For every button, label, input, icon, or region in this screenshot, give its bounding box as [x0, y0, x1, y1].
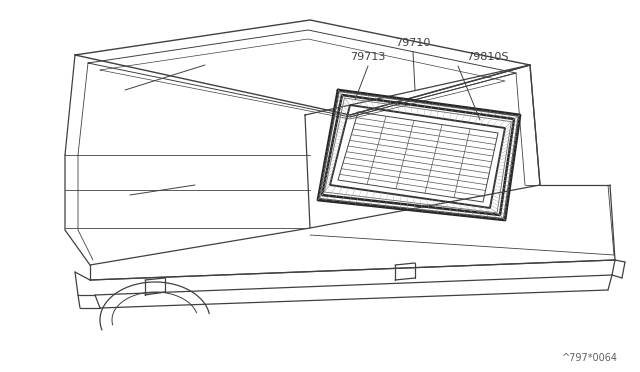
Text: 79710: 79710 — [396, 38, 431, 48]
Text: 79810S: 79810S — [466, 52, 509, 62]
Text: 79713: 79713 — [350, 52, 386, 62]
Text: ^797*0064: ^797*0064 — [562, 353, 618, 363]
